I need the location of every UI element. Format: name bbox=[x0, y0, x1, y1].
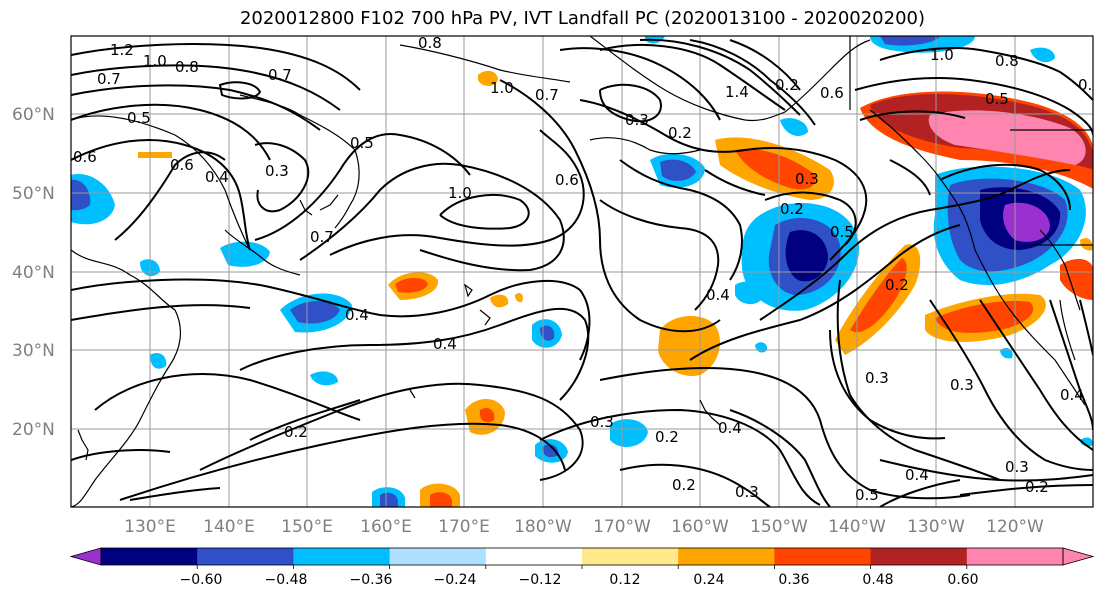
colorbar-segment bbox=[678, 548, 775, 565]
lon-label: 170°W bbox=[593, 517, 651, 537]
contour-labels: 1.2 1.0 0.8 0.7 0.7 0.5 0.6 0.6 0.4 0.3 … bbox=[73, 34, 1102, 504]
longitude-labels: 130°E 140°E 150°E 160°E 170°E 180°W 170°… bbox=[124, 517, 1044, 537]
lon-label: 170°E bbox=[438, 517, 490, 537]
contour-label: 0.8 bbox=[995, 52, 1019, 70]
contour-label: 0.2 bbox=[668, 124, 692, 142]
lon-label: 150°E bbox=[281, 517, 333, 537]
lat-label: 40°N bbox=[12, 263, 55, 283]
contour-label: 0.6 bbox=[555, 171, 579, 189]
colorbar-segment bbox=[101, 548, 198, 565]
latitude-labels: 60°N 50°N 40°N 30°N 20°N bbox=[12, 105, 55, 440]
contour-label: 0.4 bbox=[205, 168, 229, 186]
colorbar-tick-label: 0.48 bbox=[862, 572, 893, 588]
lon-label: 150°W bbox=[750, 517, 808, 537]
colorbar-segment bbox=[774, 548, 872, 565]
contour-label: 0.8 bbox=[418, 34, 442, 52]
contour-label: 0.2 bbox=[780, 200, 804, 218]
colorbar-tick-label: 0.36 bbox=[778, 572, 809, 588]
colorbar-tick-labels: −0.60 −0.48 −0.36 −0.24 −0.12 0.12 0.24 … bbox=[180, 572, 979, 588]
contour-label: 0.4 bbox=[1060, 386, 1084, 404]
contour-label: 0.4 bbox=[706, 286, 730, 304]
colorbar-segment bbox=[582, 548, 679, 565]
colorbar-tick-label: −0.36 bbox=[350, 572, 393, 588]
contour-label: 0.2 bbox=[655, 428, 679, 446]
lon-label: 120°W bbox=[986, 517, 1044, 537]
coastlines bbox=[71, 36, 1093, 507]
colorbar-extend-low bbox=[69, 547, 102, 566]
lon-label: 130°W bbox=[907, 517, 965, 537]
contour-label: 0.5 bbox=[830, 223, 854, 241]
lon-label: 140°W bbox=[828, 517, 886, 537]
contour-label: 0.7 bbox=[310, 228, 334, 246]
colorbar-tick-label: 0.12 bbox=[609, 572, 640, 588]
pv-contours bbox=[71, 38, 1093, 507]
lat-label: 30°N bbox=[12, 341, 55, 361]
contour-label: 0.6 bbox=[820, 84, 844, 102]
contour-label: 0.4 bbox=[345, 306, 369, 324]
contour-label: 0.6 bbox=[73, 148, 97, 166]
contour-label: 0.3 bbox=[590, 413, 614, 431]
contour-label: 1.0 bbox=[143, 52, 167, 70]
contour-label: 0.3 bbox=[865, 369, 889, 387]
contour-label: 0.3 bbox=[1005, 458, 1029, 476]
contour-label: 0.7 bbox=[268, 66, 292, 84]
contour-label: 0.2 bbox=[672, 476, 696, 494]
colorbar-segment bbox=[389, 548, 487, 565]
map-title: 2020012800 F102 700 hPa PV, IVT Landfall… bbox=[239, 8, 926, 29]
contour-label: 0.4 bbox=[718, 419, 742, 437]
contour-label: 0.3 bbox=[265, 162, 289, 180]
colorbar-extend-high bbox=[1062, 547, 1095, 566]
contour-label: 0.5 bbox=[350, 134, 374, 152]
contour-label: 1.0 bbox=[930, 46, 954, 64]
contour-label: 0.6 bbox=[170, 156, 194, 174]
contour-label: 1.2 bbox=[110, 41, 134, 59]
contour-label: 0.7 bbox=[535, 86, 559, 104]
colorbar-segment bbox=[485, 548, 583, 565]
lon-label: 140°E bbox=[203, 517, 255, 537]
contour-label: 0.3 bbox=[735, 483, 759, 501]
contour-label: 0.5 bbox=[985, 90, 1009, 108]
contour-label: 0.3 bbox=[950, 376, 974, 394]
colorbar-tick-label: −0.24 bbox=[434, 572, 477, 588]
lat-label: 50°N bbox=[12, 184, 55, 204]
contour-label: 0.2 bbox=[1025, 478, 1049, 496]
colorbar-tick-label: −0.48 bbox=[265, 572, 308, 588]
contour-label: 1.4 bbox=[725, 83, 749, 101]
lon-label: 160°E bbox=[360, 517, 412, 537]
contour-label: 0.5 bbox=[855, 486, 879, 504]
colorbar-tick-label: 0.60 bbox=[947, 572, 978, 588]
lat-label: 20°N bbox=[12, 420, 55, 440]
contour-label: 0.8 bbox=[175, 58, 199, 76]
map-frame bbox=[70, 35, 1094, 508]
contour-label: 0.3 bbox=[625, 111, 649, 129]
colorbar-tick-label: 0.24 bbox=[693, 572, 724, 588]
contour-label: 1.0 bbox=[490, 79, 514, 97]
lon-label: 160°W bbox=[671, 517, 729, 537]
graticule bbox=[71, 36, 1093, 507]
contour-label: 0.5 bbox=[127, 109, 151, 127]
colorbar-tick-label: −0.60 bbox=[180, 572, 223, 588]
colorbar bbox=[69, 547, 1095, 569]
colorbar-tick-label: −0.12 bbox=[519, 572, 562, 588]
colorbar-segment bbox=[870, 548, 968, 565]
colorbar-segment bbox=[293, 548, 391, 565]
lon-label: 180°W bbox=[514, 517, 572, 537]
contour-label: 0.3 bbox=[795, 170, 819, 188]
contour-label: 1.0 bbox=[448, 184, 472, 202]
contour-label: 0.7 bbox=[97, 70, 121, 88]
contour-label: 0.2 bbox=[284, 423, 308, 441]
shaded-field bbox=[71, 36, 1093, 507]
contour-label: 0.2 bbox=[775, 76, 799, 94]
colorbar-segment bbox=[966, 548, 1064, 565]
contour-label: 0.4 bbox=[433, 335, 457, 353]
contour-label: 0.4 bbox=[905, 466, 929, 484]
colorbar-segment bbox=[197, 548, 294, 565]
lat-label: 60°N bbox=[12, 105, 55, 125]
contour-label: 0.1 bbox=[1078, 76, 1102, 94]
lon-label: 130°E bbox=[124, 517, 176, 537]
contour-label: 0.2 bbox=[885, 276, 909, 294]
